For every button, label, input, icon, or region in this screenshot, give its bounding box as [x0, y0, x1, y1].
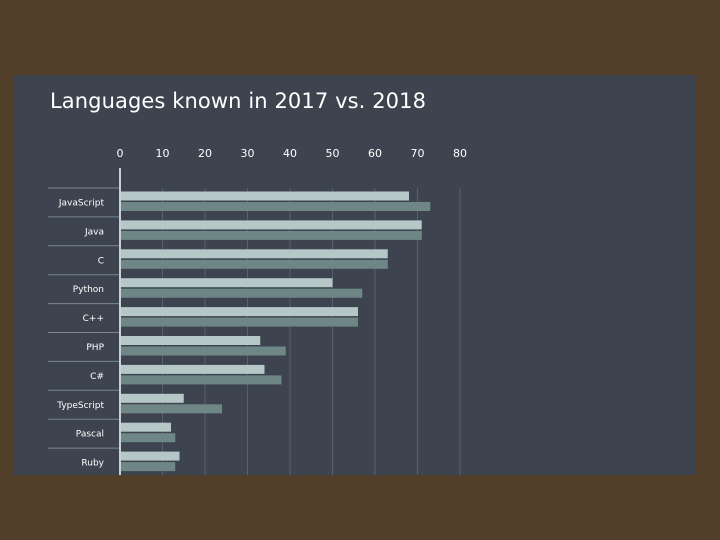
x-tick-label: 70 [411, 147, 425, 160]
x-tick-label: 60 [368, 147, 382, 160]
x-axis-ticks: 0 10 20 30 40 50 60 70 80 [117, 147, 468, 160]
category-label: Pascal [76, 430, 104, 440]
bar-pascal-series-2 [120, 433, 176, 443]
bar-python-series-2 [120, 288, 363, 298]
category-label: PHP [86, 343, 104, 353]
x-tick-label: 10 [156, 147, 170, 160]
category-label: Ruby [81, 459, 104, 469]
x-tick-label: 50 [326, 147, 340, 160]
bar-c-series-1 [120, 307, 358, 317]
bar-javascript-series-1 [120, 191, 409, 201]
category-label: TypeScript [56, 401, 104, 411]
bar-chart: 0 10 20 30 40 50 60 70 80 JavaScript Java C Python C… [48, 147, 468, 475]
bar-java-series-1 [120, 220, 422, 230]
bar-c-series-2 [120, 375, 282, 385]
bar-pascal-series-1 [120, 422, 171, 432]
bar-typescript-series-1 [120, 393, 184, 403]
bar-php-series-2 [120, 346, 286, 356]
category-label: Java [84, 227, 104, 237]
bar-php-series-1 [120, 336, 261, 345]
category-separators [48, 187, 120, 449]
category-label: C [98, 256, 104, 266]
bar-python-series-1 [120, 278, 333, 288]
bar-ruby-series-2 [120, 462, 176, 472]
x-tick-label: 20 [198, 147, 212, 160]
x-tick-label: 80 [453, 147, 467, 160]
bar-java-series-2 [120, 230, 422, 240]
bar-typescript-series-2 [120, 404, 222, 414]
chart-title: Languages known in 2017 vs. 2018 [50, 89, 427, 113]
category-label: C# [90, 372, 104, 382]
bar-c-series-2 [120, 259, 388, 269]
bars [120, 191, 431, 472]
bar-c-series-1 [120, 249, 388, 259]
category-label: Python [73, 285, 104, 295]
bar-ruby-series-1 [120, 451, 180, 461]
y-axis-categories: JavaScript Java C Python C++ PHP C# TypeScript P… [56, 198, 104, 468]
x-tick-label: 40 [283, 147, 297, 160]
category-label: C++ [83, 314, 104, 324]
category-label: JavaScript [58, 198, 105, 208]
bar-c-series-1 [120, 364, 265, 374]
bar-c-series-2 [120, 317, 358, 327]
slide: Languages known in 2017 vs. 2018 0 10 20 30… [14, 75, 695, 475]
bar-javascript-series-2 [120, 202, 431, 211]
x-tick-label: 30 [241, 147, 255, 160]
x-tick-label: 0 [117, 147, 124, 160]
